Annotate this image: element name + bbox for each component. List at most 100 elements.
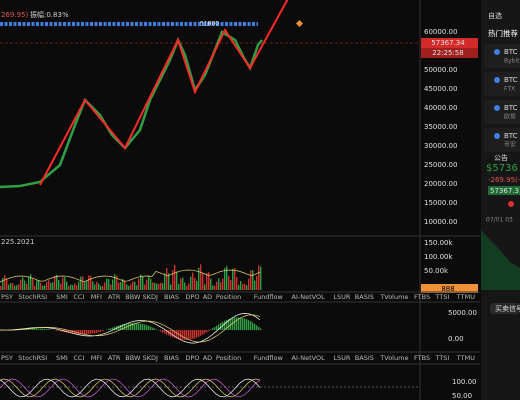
volume-bar bbox=[126, 284, 128, 290]
indicator-tab[interactable]: BASIS bbox=[355, 354, 374, 362]
volume-bar bbox=[116, 275, 118, 290]
list-item[interactable] bbox=[484, 72, 520, 96]
volume-bar bbox=[64, 277, 66, 290]
macd-bar bbox=[152, 327, 154, 330]
sidebar-price: $5736 bbox=[486, 163, 518, 174]
indicator-tab[interactable]: Position bbox=[216, 293, 241, 301]
volume-bar bbox=[4, 275, 6, 290]
item-symbol[interactable]: BTC bbox=[504, 76, 518, 84]
macd-bar bbox=[60, 330, 62, 332]
indicator-tab[interactable]: BBW bbox=[125, 354, 141, 362]
volume-badge bbox=[421, 284, 478, 293]
indicator-tab[interactable]: TVolume bbox=[379, 354, 408, 362]
indicator-tab[interactable]: TTMU bbox=[456, 293, 475, 301]
macd-bar bbox=[62, 330, 64, 332]
indicator-tabs: PSY StochRSI SMI CCI MFI ATR BBW SKDJ BIAS DPO AD P… bbox=[1, 354, 475, 362]
indicator-tab[interactable]: TVolume bbox=[379, 293, 408, 301]
volume-bar bbox=[168, 273, 170, 290]
volume-bar bbox=[28, 276, 30, 290]
volume-bar bbox=[74, 283, 76, 290]
volume-bar bbox=[80, 276, 82, 290]
indicator-tab[interactable]: TTSI bbox=[434, 354, 449, 362]
check-icon bbox=[494, 77, 500, 83]
list-item[interactable] bbox=[484, 100, 520, 124]
indicator-tab[interactable]: BIAS bbox=[164, 293, 179, 301]
indicator-tab[interactable]: BIAS bbox=[164, 354, 179, 362]
volume-bar bbox=[222, 278, 224, 290]
volume-ma bbox=[0, 269, 261, 283]
volume-bar bbox=[162, 283, 164, 290]
volume-bar bbox=[66, 281, 68, 290]
macd-bar bbox=[192, 330, 194, 339]
volume-bar bbox=[10, 283, 12, 290]
item-symbol[interactable]: BTC bbox=[504, 48, 518, 56]
macd-bar bbox=[86, 330, 88, 335]
indicator-tab[interactable]: StochRSI bbox=[18, 354, 47, 362]
osc-label: 100.00 bbox=[452, 378, 477, 386]
volume-bar bbox=[88, 275, 90, 290]
macd-bar bbox=[162, 330, 164, 333]
volume-bar bbox=[90, 275, 92, 290]
indicator-tab[interactable]: PSY bbox=[1, 293, 13, 301]
volume-bar bbox=[94, 284, 96, 290]
macd-bar bbox=[44, 328, 46, 330]
notice[interactable]: 公告 bbox=[494, 153, 508, 162]
sidebar-tab[interactable]: 自选 bbox=[488, 11, 502, 20]
macd-bar bbox=[34, 328, 36, 330]
indicator-tab[interactable]: SMI bbox=[56, 293, 68, 301]
indicator-tab[interactable]: TTSI bbox=[434, 293, 449, 301]
indicator-tab[interactable]: FTBS bbox=[414, 293, 430, 301]
list-item[interactable] bbox=[484, 128, 520, 152]
indicator-tab[interactable]: Position bbox=[216, 354, 241, 362]
item-symbol[interactable]: BTC bbox=[504, 104, 518, 112]
volume-bar bbox=[158, 283, 160, 290]
macd-bar bbox=[176, 330, 178, 339]
indicator-tab[interactable]: MFI bbox=[91, 354, 102, 362]
volume-bar bbox=[24, 280, 26, 290]
volume-bar bbox=[104, 282, 106, 290]
signal-button[interactable] bbox=[490, 303, 520, 314]
macd-bar bbox=[240, 317, 242, 330]
indicator-tab[interactable]: CCI bbox=[73, 354, 84, 362]
indicator-tab[interactable]: LSUR bbox=[333, 354, 351, 362]
indicator-tab[interactable]: ATR bbox=[108, 293, 121, 301]
indicator-tab[interactable]: AD bbox=[203, 293, 212, 301]
volume-bar bbox=[228, 276, 230, 290]
indicator-tab[interactable]: SKDJ bbox=[143, 354, 158, 362]
macd-bar bbox=[76, 330, 78, 335]
indicator-tab[interactable]: StochRSI bbox=[18, 293, 47, 301]
sidebar-change: -269.95(-0. bbox=[488, 176, 520, 184]
volume-bar bbox=[96, 281, 98, 290]
macd-bar bbox=[78, 330, 80, 335]
indicator-tab[interactable]: Fundflow bbox=[254, 354, 284, 362]
indicator-tab[interactable]: LSUR bbox=[333, 293, 351, 301]
volume-bar bbox=[212, 285, 214, 290]
indicator-tab[interactable]: MFI bbox=[91, 293, 102, 301]
volume-bar bbox=[186, 285, 188, 290]
volume-bar bbox=[52, 282, 54, 290]
indicator-tab[interactable]: BBW bbox=[125, 293, 141, 301]
indicator-tab[interactable]: ATR bbox=[108, 354, 121, 362]
list-item[interactable] bbox=[484, 44, 520, 68]
last-price: 57367.34 bbox=[431, 39, 465, 47]
indicator-tab[interactable]: AI-NetVOL bbox=[292, 354, 326, 362]
indicator-tab[interactable]: AD bbox=[203, 354, 212, 362]
item-symbol[interactable]: BTC bbox=[504, 132, 518, 140]
indicator-tab[interactable]: CCI bbox=[73, 293, 84, 301]
volume-bar bbox=[146, 279, 148, 290]
volume-bar bbox=[36, 280, 38, 290]
indicator-tab[interactable]: DPO bbox=[185, 293, 199, 301]
volume-bar bbox=[192, 272, 194, 290]
indicator-tab[interactable]: SKDJ bbox=[143, 293, 158, 301]
indicator-tab[interactable]: PSY bbox=[1, 354, 13, 362]
volume-bar bbox=[142, 276, 144, 290]
indicator-tab[interactable]: Fundflow bbox=[254, 293, 284, 301]
macd-bar bbox=[208, 330, 210, 331]
indicator-tab[interactable]: FTBS bbox=[414, 354, 430, 362]
indicator-tab[interactable]: AI-NetVOL bbox=[292, 293, 326, 301]
indicator-tab[interactable]: TTMU bbox=[456, 354, 475, 362]
indicator-tab[interactable]: SMI bbox=[56, 354, 68, 362]
indicator-tab[interactable]: BASIS bbox=[355, 293, 374, 301]
signal-text[interactable]: 买卖信号 bbox=[495, 304, 520, 313]
indicator-tab[interactable]: DPO bbox=[185, 354, 199, 362]
